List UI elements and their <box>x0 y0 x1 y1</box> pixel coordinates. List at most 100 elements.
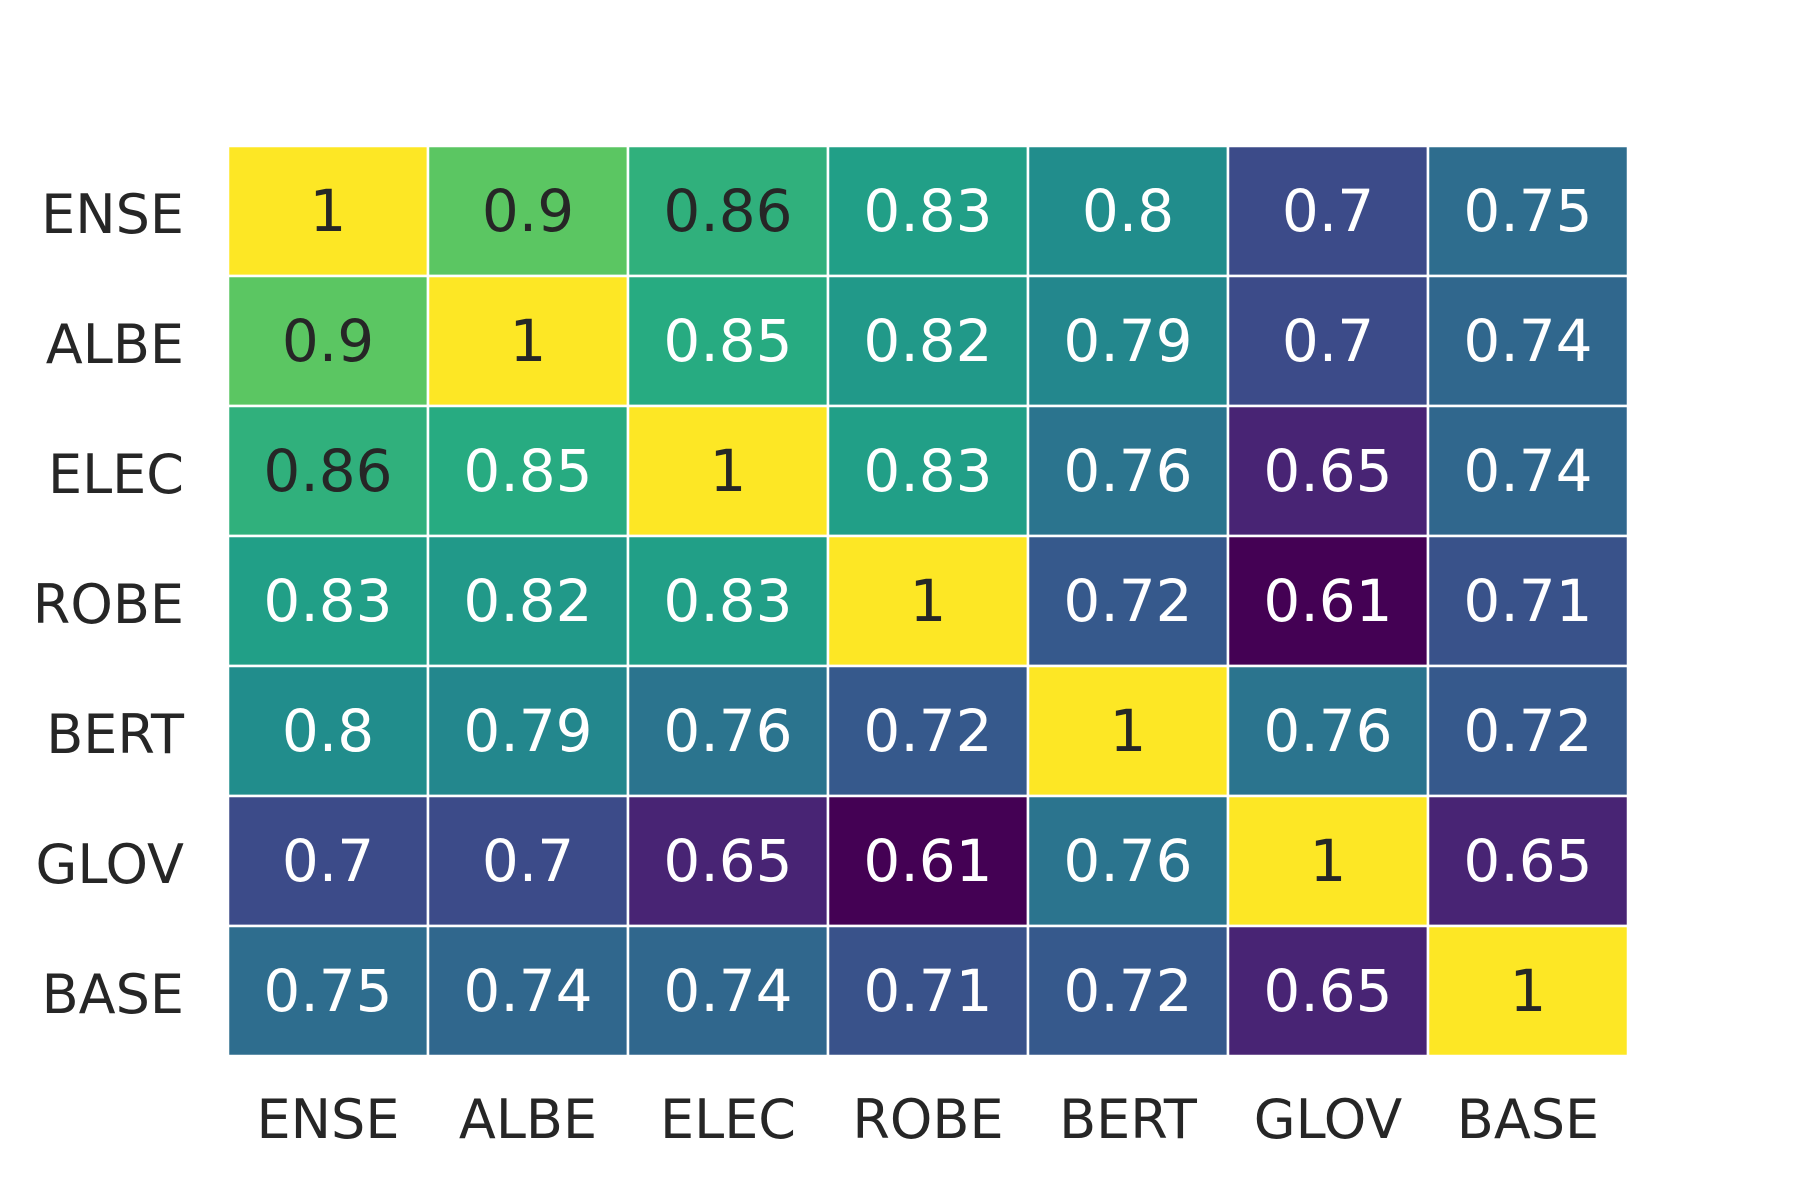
cell-value-label: 0.79 <box>463 697 592 765</box>
cell-value-label: 0.71 <box>1463 567 1592 635</box>
cell-value-label: 0.74 <box>1463 307 1592 375</box>
cell-value-label: 0.79 <box>1063 307 1192 375</box>
heatmap-cell-albe-base <box>1426 274 1630 408</box>
heatmap-cell-robe-ense <box>226 534 430 668</box>
heatmap-cell-glov-ense <box>226 794 430 928</box>
heatmap-cell-elec-glov <box>1226 404 1430 538</box>
row-label-base: BASE <box>42 963 184 1026</box>
column-label-elec: ELEC <box>660 1088 796 1151</box>
row-labels: ENSE ALBE ELEC ROBE BERT GLOV BASE <box>33 183 185 1026</box>
heatmap-cell-robe-glov <box>1226 534 1430 668</box>
heatmap-cell-ense-glov <box>1226 144 1430 278</box>
cell-value-label: 0.61 <box>1263 567 1392 635</box>
heatmap-cell-elec-albe <box>426 404 630 538</box>
cell-value-label: 0.72 <box>1063 567 1192 635</box>
heatmap-cell-base-bert <box>1026 924 1230 1058</box>
heatmap-cell-albe-ense <box>226 274 430 408</box>
heatmap-cell-base-glov <box>1226 924 1430 1058</box>
heatmap-cell-ense-robe <box>826 144 1030 278</box>
cell-value-label: 0.82 <box>863 307 992 375</box>
cell-value-label: 0.83 <box>263 567 392 635</box>
cell-value-label: 0.86 <box>663 177 792 245</box>
cell-value-label: 0.75 <box>263 957 392 1025</box>
row-label-glov: GLOV <box>36 833 185 896</box>
heatmap-cell-bert-ense <box>226 664 430 798</box>
heatmap-cell-ense-elec <box>626 144 830 278</box>
cell-value-label: 0.8 <box>1082 177 1174 245</box>
heatmap-cell-elec-bert <box>1026 404 1230 538</box>
heatmap-cell-ense-ense <box>226 144 430 278</box>
cell-value-label: 1 <box>1510 957 1547 1025</box>
heatmap-cell-robe-albe <box>426 534 630 668</box>
cell-value-label: 0.75 <box>1463 177 1592 245</box>
cell-value-label: 0.83 <box>863 437 992 505</box>
heatmap-cell-elec-elec <box>626 404 830 538</box>
heatmap-cell-base-base <box>1426 924 1630 1058</box>
row-label-robe: ROBE <box>33 573 184 636</box>
cell-value-label: 0.9 <box>282 307 374 375</box>
row-label-ense: ENSE <box>41 183 184 246</box>
cell-value-label: 0.72 <box>1063 957 1192 1025</box>
heatmap-cell-albe-bert <box>1026 274 1230 408</box>
row-label-bert: BERT <box>46 703 185 766</box>
row-label-elec: ELEC <box>48 443 184 506</box>
cell-value-label: 0.82 <box>463 567 592 635</box>
cell-value-label: 0.7 <box>1282 177 1374 245</box>
heatmap-cell-bert-elec <box>626 664 830 798</box>
cell-value-label: 0.8 <box>282 697 374 765</box>
column-label-glov: GLOV <box>1254 1088 1403 1151</box>
cell-value-label: 1 <box>910 567 947 635</box>
heatmap-cell-glov-base <box>1426 794 1630 928</box>
cell-value-label: 0.72 <box>1463 697 1592 765</box>
cell-value-label: 0.65 <box>1263 957 1392 1025</box>
heatmap-cell-robe-robe <box>826 534 1030 668</box>
cell-value-label: 0.7 <box>1282 307 1374 375</box>
cell-value-label: 0.74 <box>663 957 792 1025</box>
heatmap-cell-elec-base <box>1426 404 1630 538</box>
cell-value-label: 1 <box>1110 697 1147 765</box>
cell-value-label: 0.7 <box>482 827 574 895</box>
heatmap-cell-glov-albe <box>426 794 630 928</box>
heatmap-cell-base-elec <box>626 924 830 1058</box>
cell-value-label: 1 <box>310 177 347 245</box>
cell-value-label: 0.9 <box>482 177 574 245</box>
cell-value-label: 0.71 <box>863 957 992 1025</box>
heatmap-cell-albe-elec <box>626 274 830 408</box>
column-label-ense: ENSE <box>257 1088 400 1151</box>
column-label-base: BASE <box>1457 1088 1599 1151</box>
cell-value-label: 0.76 <box>1063 827 1192 895</box>
heatmap-cell-base-ense <box>226 924 430 1058</box>
cell-value-label: 0.76 <box>663 697 792 765</box>
cell-value-label: 1 <box>1310 827 1347 895</box>
heatmap-cell-glov-robe <box>826 794 1030 928</box>
cell-value-label: 0.86 <box>263 437 392 505</box>
cell-value-label: 1 <box>510 307 547 375</box>
heatmap-cells: 1 0.9 0.86 0.83 0.8 0.7 0.75 0.9 1 0.85 0.82 0.79 0.… <box>226 144 1630 1058</box>
column-label-albe: ALBE <box>459 1088 597 1151</box>
cell-value-label: 0.76 <box>1263 697 1392 765</box>
cell-value-label: 0.83 <box>863 177 992 245</box>
cell-value-label: 0.7 <box>282 827 374 895</box>
row-label-albe: ALBE <box>46 313 184 376</box>
cell-value-label: 0.85 <box>463 437 592 505</box>
cell-value-label: 0.85 <box>663 307 792 375</box>
column-label-robe: ROBE <box>852 1088 1003 1151</box>
cell-value-label: 0.65 <box>663 827 792 895</box>
cell-value-label: 0.76 <box>1063 437 1192 505</box>
heatmap-cell-ense-albe <box>426 144 630 278</box>
heatmap-cell-robe-base <box>1426 534 1630 668</box>
column-label-bert: BERT <box>1059 1088 1198 1151</box>
column-labels: ENSE ALBE ELEC ROBE BERT GLOV BASE <box>257 1088 1600 1151</box>
cell-value-label: 0.83 <box>663 567 792 635</box>
cell-value-label: 0.74 <box>1463 437 1592 505</box>
cell-value-label: 1 <box>710 437 747 505</box>
cell-value-label: 0.61 <box>863 827 992 895</box>
cell-value-label: 0.72 <box>863 697 992 765</box>
cell-value-label: 0.74 <box>463 957 592 1025</box>
cell-value-label: 0.65 <box>1263 437 1392 505</box>
cell-value-label: 0.65 <box>1463 827 1592 895</box>
heatmap-cell-base-robe <box>826 924 1030 1058</box>
heatmap-cell-glov-bert <box>1026 794 1230 928</box>
heatmap-cell-elec-robe <box>826 404 1030 538</box>
